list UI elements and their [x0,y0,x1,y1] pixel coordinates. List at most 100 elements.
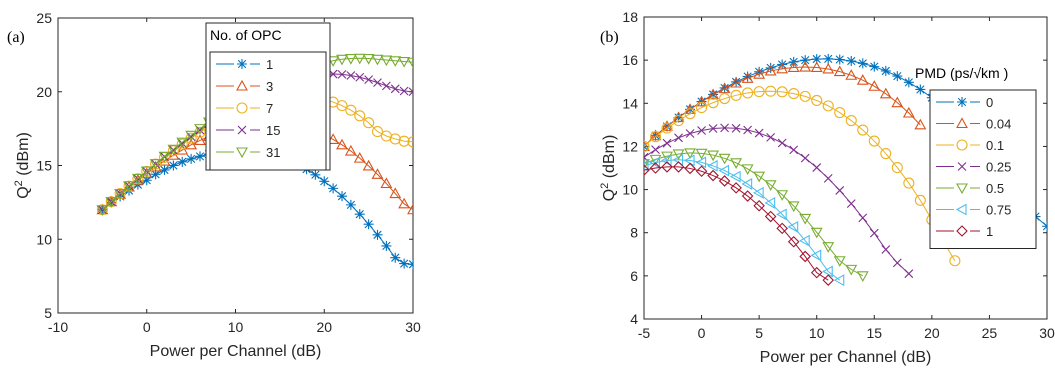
data-point [754,66,765,77]
data-point [880,65,891,76]
data-point [1042,221,1047,232]
data-point [949,255,961,267]
data-point [380,177,393,189]
legend-marker [956,139,968,151]
data-point [336,54,348,66]
y-tick-label: 10 [622,182,638,198]
legend-marker [237,59,247,69]
data-point [337,191,347,202]
legend-entry-3: 3 [216,79,273,94]
data-point [904,269,914,279]
panel-label: (a) [7,29,25,46]
data-point [336,138,348,150]
data-point [754,128,764,138]
series-line [644,66,921,147]
data-point [764,210,777,223]
data-point [695,165,708,178]
data-point [159,164,170,175]
data-point [695,156,707,169]
data-point [683,154,695,167]
data-point [344,144,357,156]
data-point [730,89,742,101]
legend-label: 15 [266,123,280,138]
data-point [131,173,144,185]
x-axis-label: Power per Channel (dB) [150,343,322,360]
data-point [371,54,384,66]
data-point [364,75,374,85]
legend-box [929,89,1037,249]
legend-entry-1: 1 [936,224,993,239]
data-point [741,72,754,83]
data-point [766,132,776,142]
y-axis-label: Q2 (dBm) [13,132,32,199]
data-point [398,197,411,209]
legend-label: 0.1 [986,138,1004,153]
data-point [868,135,880,147]
data-point [776,208,787,221]
data-point [856,74,869,85]
data-point [372,229,383,240]
y-tick-label: 18 [622,9,638,25]
data-point [697,126,706,135]
data-point [787,220,799,233]
data-point [353,53,366,65]
data-point [845,264,858,276]
data-point [776,86,788,98]
data-point [845,69,858,80]
data-point [195,125,205,135]
data-point [903,177,915,189]
data-point [674,133,683,143]
data-point [399,258,410,269]
data-point [195,151,205,162]
data-point [846,199,856,208]
data-point [123,181,135,192]
data-point [730,76,743,88]
data-point [799,60,812,72]
data-point [176,138,188,150]
data-point [811,94,823,107]
data-point [185,138,198,150]
x-tick-label: 10 [809,325,825,341]
data-point [644,140,650,152]
data-point [707,88,720,100]
data-point [891,96,904,108]
legend-label: 0.5 [986,181,1004,196]
data-point [856,271,869,282]
data-point [408,87,413,97]
data-point [776,62,789,74]
data-point [764,64,777,76]
data-point [776,222,788,235]
x-tick-label: 15 [866,325,882,341]
x-tick-label: 30 [405,319,421,335]
y-axis-label: Q2 (dBm) [599,135,618,202]
data-point [810,227,823,239]
data-point [718,153,731,165]
data-point [880,147,892,160]
data-point [672,161,685,173]
data-point [822,265,833,278]
data-point [114,188,127,200]
legend-label: 0.25 [986,160,1011,175]
data-point [834,54,845,65]
data-point [729,170,741,183]
x-tick-label: 30 [1039,325,1055,341]
data-point [834,107,846,119]
legend: No. of OPC 1 3 7 15 31 [205,22,331,171]
data-point [788,88,800,100]
data-point [869,228,879,238]
data-point [891,162,903,174]
data-point [706,159,718,172]
data-point [684,108,696,120]
data-point [730,158,743,169]
legend-label: 0.04 [986,117,1011,132]
data-point [915,84,926,95]
data-point [371,126,384,138]
data-point [741,178,753,190]
data-point [684,148,696,160]
data-point [812,163,822,172]
data-point [373,78,382,87]
y-tick-label: 25 [36,10,52,26]
legend-entry-7: 7 [216,101,273,116]
series-1 [644,161,835,286]
